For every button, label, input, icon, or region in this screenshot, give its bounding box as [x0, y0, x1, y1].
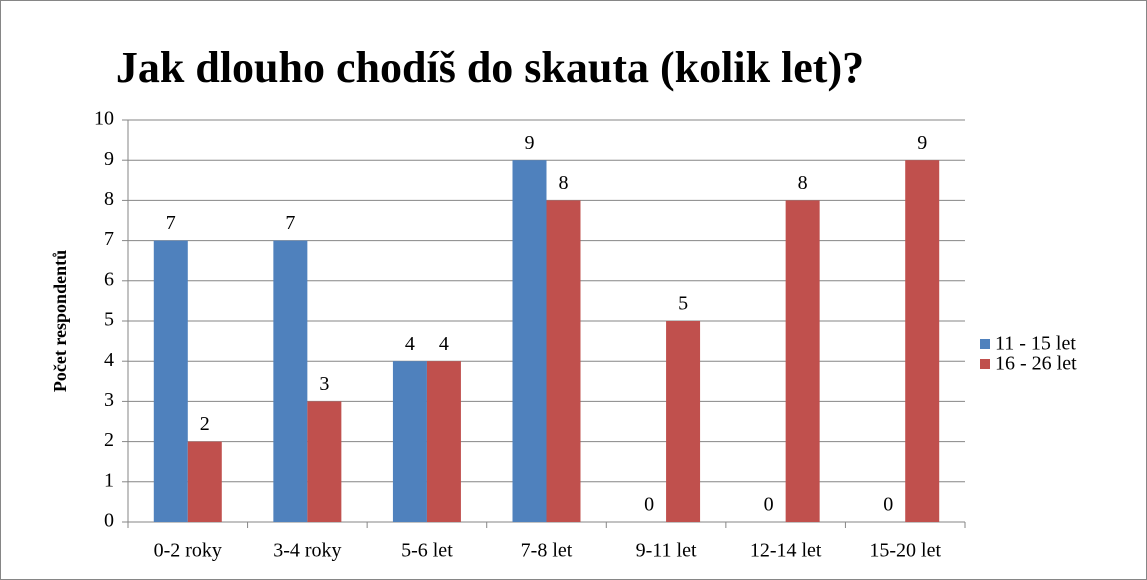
bar	[307, 401, 342, 522]
y-tick-label: 7	[104, 228, 114, 250]
bar	[546, 200, 581, 522]
y-tick-label: 1	[104, 469, 114, 491]
y-tick-label: 2	[104, 429, 114, 451]
x-tick-label: 5-6 let	[401, 540, 453, 562]
data-label: 4	[439, 333, 449, 355]
x-tick-label: 3-4 roky	[273, 540, 341, 562]
data-label: 2	[200, 413, 210, 435]
y-axis-label: Počet respondentů	[50, 250, 70, 392]
data-label: 0	[764, 494, 774, 516]
legend-swatch	[980, 359, 990, 369]
x-tick-label: 12-14 let	[750, 540, 822, 562]
x-tick-label: 0-2 roky	[154, 540, 222, 562]
bar	[392, 361, 427, 522]
y-tick-label: 0	[104, 510, 114, 532]
data-label: 7	[285, 212, 295, 234]
data-label: 5	[678, 293, 688, 315]
data-label: 7	[166, 212, 176, 234]
data-label: 3	[319, 373, 329, 395]
y-tick-label: 8	[104, 188, 114, 210]
x-tick-label: 7-8 let	[521, 540, 573, 562]
y-tick-label: 6	[104, 268, 114, 290]
legend-swatch	[980, 339, 990, 349]
legend-label: 11 - 15 let	[995, 333, 1076, 355]
y-tick-label: 3	[104, 389, 114, 411]
bar	[785, 200, 820, 522]
data-label: 8	[559, 172, 569, 194]
data-label: 9	[525, 132, 535, 154]
data-label: 9	[917, 132, 927, 154]
x-tick-label: 9-11 let	[636, 540, 697, 562]
x-tick-label: 15-20 let	[869, 540, 941, 562]
y-tick-label: 5	[104, 309, 114, 331]
y-tick-label: 9	[104, 148, 114, 170]
data-label: 0	[883, 494, 893, 516]
data-label: 8	[798, 172, 808, 194]
bar	[426, 361, 461, 522]
data-label: 0	[644, 494, 654, 516]
bar	[512, 160, 547, 522]
y-tick-label: 4	[104, 349, 114, 371]
bar	[187, 441, 222, 522]
y-tick-label: 10	[94, 108, 114, 130]
bar	[153, 240, 188, 522]
bar	[905, 160, 940, 522]
chart-title: Jak dlouho chodíš do skauta (kolik let)?	[116, 43, 864, 92]
data-label: 4	[405, 333, 415, 355]
bar	[666, 321, 701, 522]
legend-label: 16 - 26 let	[995, 353, 1077, 375]
bar	[273, 240, 308, 522]
